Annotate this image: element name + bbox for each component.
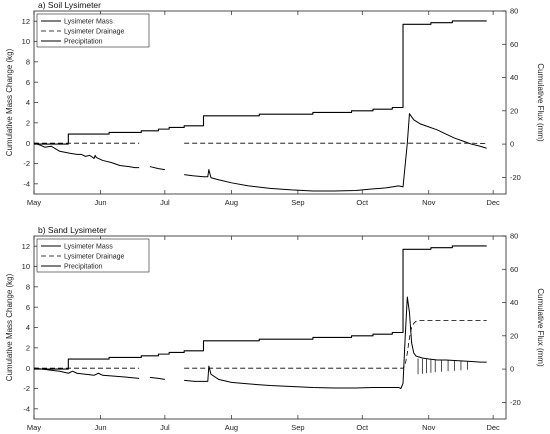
series-line bbox=[33, 142, 140, 169]
y-tick-label: 12 bbox=[22, 17, 30, 26]
series-line bbox=[149, 376, 165, 380]
x-tick-label: Nov bbox=[422, 198, 436, 207]
series-line bbox=[34, 20, 487, 145]
legend-entry: Precipitation bbox=[64, 264, 103, 271]
x-tick-label: Jul bbox=[160, 198, 170, 207]
x-tick-label: Oct bbox=[356, 423, 369, 432]
y-tick-label: 2 bbox=[26, 343, 30, 352]
y2-tick-label: 40 bbox=[510, 298, 518, 307]
series-line bbox=[34, 245, 487, 370]
y-tick-label: 10 bbox=[22, 262, 30, 271]
y-tick-label: 2 bbox=[26, 118, 30, 127]
series-lysimeter-mass bbox=[33, 296, 487, 389]
legend-entry: Precipitation bbox=[64, 39, 103, 46]
y-tick-label: 10 bbox=[22, 37, 30, 46]
y-tick-label: -4 bbox=[23, 179, 30, 188]
series-precipitation bbox=[34, 245, 487, 370]
series-line bbox=[184, 142, 487, 145]
x-tick-label: Aug bbox=[225, 198, 238, 207]
y2-tick-label: 40 bbox=[510, 73, 518, 82]
legend-entry: Lysimeter Mass bbox=[64, 244, 113, 251]
y-tick-label: 8 bbox=[26, 282, 30, 291]
y2-tick-label: 80 bbox=[510, 7, 518, 16]
y-tick-label: 4 bbox=[26, 98, 30, 107]
y-axis-label: Cumulative Mass Change (kg) bbox=[5, 273, 14, 381]
x-tick-label: Sep bbox=[291, 198, 304, 207]
series-line bbox=[184, 296, 487, 389]
y-tick-label: 0 bbox=[26, 364, 30, 373]
series-lysimeter-mass bbox=[33, 113, 487, 192]
y-tick-label: 6 bbox=[26, 303, 30, 312]
y-tick-label: 12 bbox=[22, 242, 30, 251]
x-tick-label: Jun bbox=[94, 198, 106, 207]
x-tick-label: Dec bbox=[486, 423, 500, 432]
x-tick-label: May bbox=[27, 423, 41, 432]
x-tick-label: Dec bbox=[486, 198, 500, 207]
y2-axis-label: Cumulative Flux (mm) bbox=[536, 63, 545, 142]
x-tick-label: May bbox=[27, 198, 41, 207]
legend-entry: Lysimeter Mass bbox=[64, 19, 113, 26]
y2-tick-label: -20 bbox=[510, 398, 521, 407]
chart-panel-b: b) Sand Lysimeter May Jun Jul Aug Sep Oct Nov De… bbox=[5, 225, 545, 432]
series-line bbox=[184, 319, 487, 369]
y-tick-label: 0 bbox=[26, 139, 30, 148]
y2-tick-label: 20 bbox=[510, 331, 518, 340]
y-tick-label: 8 bbox=[26, 57, 30, 66]
y-tick-label: -2 bbox=[23, 384, 30, 393]
x-tick-label: Aug bbox=[225, 423, 238, 432]
x-tick-label: Oct bbox=[356, 198, 369, 207]
x-tick-label: Jun bbox=[94, 423, 106, 432]
series-lysimeter-drainage bbox=[34, 142, 487, 145]
y2-tick-label: 80 bbox=[510, 232, 518, 241]
y-tick-label: -4 bbox=[23, 404, 30, 413]
y-axis-label: Cumulative Mass Change (kg) bbox=[5, 48, 14, 156]
y-tick-label: 4 bbox=[26, 323, 30, 332]
y2-tick-label: -20 bbox=[510, 173, 521, 182]
series-line bbox=[149, 166, 165, 171]
y2-tick-label: 0 bbox=[510, 365, 514, 374]
y2-tick-label: 20 bbox=[510, 106, 518, 115]
series-lysimeter-drainage bbox=[34, 319, 487, 369]
y-tick-label: 6 bbox=[26, 78, 30, 87]
panel-title: a) Soil Lysimeter bbox=[38, 0, 101, 10]
x-tick-label: Sep bbox=[291, 423, 304, 432]
legend-entry: Lysimeter Drainage bbox=[64, 254, 125, 261]
y2-tick-label: 0 bbox=[510, 140, 514, 149]
panel-title: b) Sand Lysimeter bbox=[38, 225, 107, 235]
series-lysimeter-mass-spikes bbox=[417, 358, 468, 375]
x-tick-label: Jul bbox=[160, 423, 170, 432]
series-line bbox=[33, 367, 140, 379]
x-tick-label: Nov bbox=[422, 423, 436, 432]
series-line bbox=[184, 113, 487, 192]
y2-tick-label: 60 bbox=[510, 40, 518, 49]
y2-tick-label: 60 bbox=[510, 265, 518, 274]
y-tick-label: -2 bbox=[23, 159, 30, 168]
legend-entry: Lysimeter Drainage bbox=[64, 29, 125, 36]
series-precipitation bbox=[34, 20, 487, 145]
y2-axis-label: Cumulative Flux (mm) bbox=[536, 288, 545, 367]
chart-panel-a: a) Soil Lysimeter May Jun Jul Aug Sep Oct Nov De… bbox=[5, 0, 545, 207]
